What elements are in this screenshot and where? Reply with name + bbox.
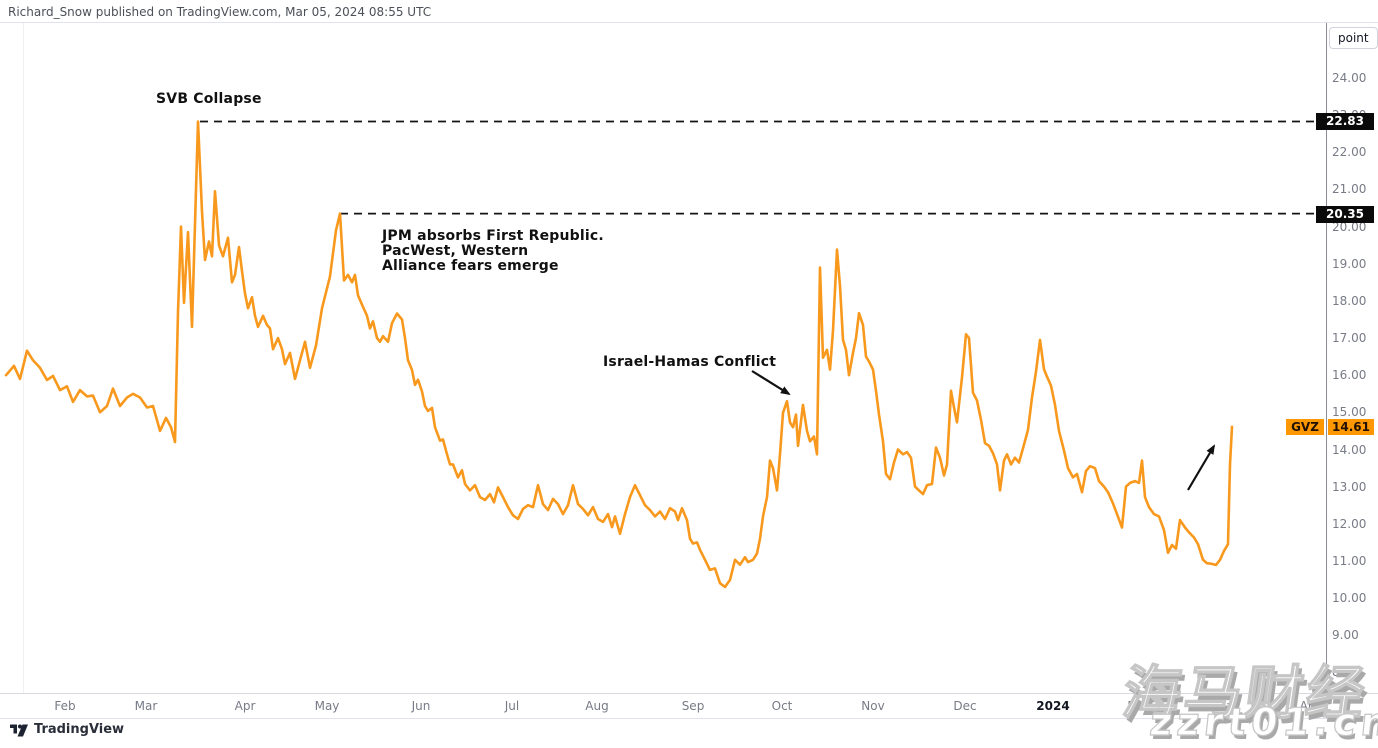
plot-left-border: [23, 23, 24, 693]
time-tick-label: Feb: [54, 699, 76, 713]
price-tick-label: 8.00: [1332, 665, 1359, 680]
symbol-badge: GVZ: [1286, 418, 1324, 435]
time-tick-label: Mar: [1215, 699, 1239, 713]
time-tick-label: Oct: [771, 699, 793, 713]
tradingview-brand-text[interactable]: TradingView: [34, 722, 125, 737]
price-tick-label: 19.00: [1332, 256, 1367, 271]
time-tick-label: Mar: [134, 699, 158, 713]
price-tick-label: 12.00: [1332, 516, 1367, 531]
price-tick-label: 20.00: [1332, 219, 1367, 234]
attribution-text: Richard_Snow published on TradingView.co…: [8, 5, 432, 19]
header-divider: [0, 22, 1378, 23]
time-tick-label: Apr: [1299, 699, 1321, 713]
price-tick-label: 9.00: [1332, 628, 1359, 643]
footer: TradingView: [10, 722, 124, 737]
time-tick-label: Aug: [585, 699, 609, 713]
price-tick-label: 14.00: [1332, 442, 1367, 457]
annotation-arrow-icon: [1187, 444, 1216, 491]
time-tick-label: Nov: [861, 699, 885, 713]
price-tick-label: 21.00: [1332, 182, 1367, 197]
annotation-text: SVB Collapse: [156, 91, 262, 107]
price-tick-label: 18.00: [1332, 293, 1367, 308]
price-line-badge: 22.83: [1316, 113, 1374, 131]
annotation-text: JPM absorbs First Republic. PacWest, Wes…: [382, 228, 604, 274]
time-tick-label: Jul: [504, 699, 520, 713]
gvz-price-line: [4, 120, 1234, 589]
price-tick-label: 22.00: [1332, 145, 1367, 160]
price-tick-label: 17.00: [1332, 331, 1367, 346]
price-tick-label: 10.00: [1332, 591, 1367, 606]
price-line-badge: 20.35: [1316, 205, 1374, 223]
time-tick-label: Sep: [681, 699, 705, 713]
price-tick-label: 16.00: [1332, 368, 1367, 383]
price-axis-unit-button[interactable]: point: [1329, 27, 1378, 49]
last-price-badge: 14.61: [1328, 418, 1374, 435]
time-axis-divider: [0, 693, 1378, 694]
gvz-line-chart: [4, 120, 1326, 589]
price-tick-label: 11.00: [1332, 553, 1367, 568]
annotation-arrow-icon: [751, 370, 791, 396]
time-tick-label: 2024: [1036, 699, 1070, 713]
annotation-text: Israel-Hamas Conflict: [603, 354, 777, 370]
price-tick-label: 15.00: [1332, 405, 1367, 420]
price-tick-label: 24.00: [1332, 71, 1367, 85]
price-axis-border: [1326, 23, 1327, 718]
time-tick-label: May: [314, 699, 340, 713]
watermark-url-text: zzrt01.cn: [1147, 699, 1378, 744]
time-tick-label: Dec: [953, 699, 977, 713]
time-tick-label: Feb: [1127, 699, 1149, 713]
footer-divider: [0, 718, 1378, 719]
tradingview-logo-icon[interactable]: [10, 722, 28, 737]
time-tick-label: Apr: [234, 699, 256, 713]
price-tick-label: 13.00: [1332, 479, 1367, 494]
time-tick-label: Jun: [411, 699, 431, 713]
